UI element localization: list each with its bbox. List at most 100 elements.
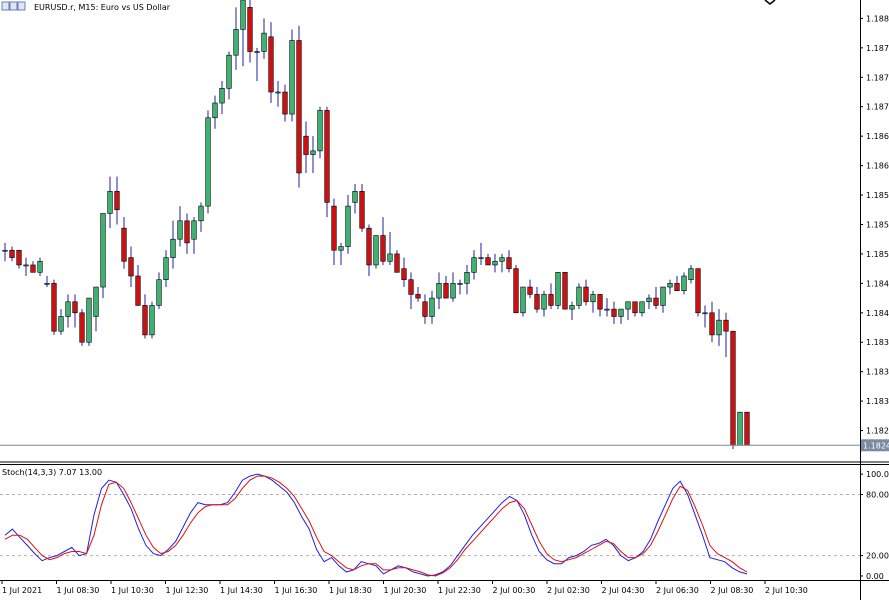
stoch-indicator-label: Stoch(14,3,3) 7.07 13.00	[2, 468, 102, 477]
candle-bull	[660, 286, 666, 306]
candle-bear	[331, 205, 337, 251]
candle-bull	[450, 283, 456, 299]
price-axis: 1.1882 1.1878 1.1874 1.1870 1.1866 1.1862 1.18…	[860, 14, 889, 436]
candle-bear	[513, 268, 519, 314]
chart-grid-icon[interactable]	[17, 1, 26, 11]
candle-bull	[240, 0, 246, 30]
candle-bull	[646, 297, 652, 303]
candle-bear	[723, 319, 729, 332]
candle-bull	[44, 283, 50, 285]
candle-bull	[555, 272, 561, 306]
time-tick-label: 2 Jul 06:30	[656, 586, 699, 595]
time-tick-label: 2 Jul 08:30	[711, 586, 754, 595]
price-tick-label: 1.1870	[866, 103, 889, 112]
candle-bear	[709, 312, 715, 336]
price-tick-label: 1.1854	[866, 220, 889, 229]
candle-bear	[744, 411, 750, 446]
candle-bull	[177, 220, 183, 240]
time-tick-label: 1 Jul 22:30	[438, 586, 481, 595]
candle-bull	[198, 205, 204, 222]
candle-bull	[667, 283, 673, 288]
candle-bull	[2, 249, 8, 252]
stoch-main-line	[4, 473, 748, 577]
candle-bear	[9, 249, 15, 258]
current-price-label: 1.1824	[863, 441, 889, 450]
candle-bull	[254, 51, 260, 53]
candle-bear	[583, 286, 589, 303]
candle-bull	[464, 272, 470, 284]
candle-bull	[58, 316, 64, 332]
candle-bear	[51, 283, 57, 332]
time-tick-label: 2 Jul 00:30	[493, 586, 536, 595]
price-tick-label: 1.1874	[866, 73, 889, 82]
price-tick-label: 1.1862	[866, 162, 889, 171]
price-tick-label: 1.1830	[866, 397, 889, 406]
chart-info-icon[interactable]	[1, 1, 10, 11]
candle-bull	[457, 283, 463, 285]
candle-bull	[429, 297, 435, 317]
candle-bull	[576, 286, 582, 306]
candle-bull	[569, 305, 575, 310]
toolbar-icons[interactable]	[1, 0, 776, 11]
candle-bull	[261, 32, 267, 52]
price-tick-label: 1.1866	[866, 132, 889, 141]
candle-bear	[142, 305, 148, 336]
candle-bear	[674, 283, 680, 292]
time-tick-label: 1 Jul 10:30	[111, 586, 154, 595]
candle-bull	[317, 110, 323, 152]
chart-close-icon[interactable]	[764, 0, 776, 5]
candle-bull	[492, 260, 498, 266]
candle-bull	[289, 40, 295, 115]
candle-bull	[86, 297, 92, 343]
candle-bear	[401, 268, 407, 280]
stoch-tick-label: 100.00	[866, 470, 889, 479]
price-tick-label: 1.1858	[866, 191, 889, 200]
candle-bear	[408, 279, 414, 295]
candle-bull	[737, 411, 743, 446]
candle-bull	[23, 264, 29, 267]
time-tick-label: 1 Jul 20:30	[384, 586, 427, 595]
candle-bear	[184, 220, 190, 244]
candle-bear	[632, 301, 638, 314]
candle-bear	[135, 275, 141, 306]
stoch-tick-label: 20.00	[866, 552, 889, 561]
candle-bear	[394, 253, 400, 273]
candle-bull	[590, 294, 596, 303]
candle-bull	[618, 308, 624, 317]
candle-bear	[16, 249, 22, 266]
candle-bear	[282, 91, 288, 115]
price-tick-label: 1.1850	[866, 250, 889, 259]
candle-bull	[212, 102, 218, 119]
candle-bear	[695, 268, 701, 314]
candle-bear	[128, 257, 134, 277]
price-tick-label: 1.1838	[866, 338, 889, 347]
candle-bull	[191, 220, 197, 240]
candle-bull	[345, 205, 351, 247]
chart-edit-icon[interactable]	[9, 1, 18, 11]
candle-bear	[30, 264, 36, 273]
candle-bull	[702, 312, 708, 315]
time-tick-label: 2 Jul 02:30	[547, 586, 590, 595]
candle-bull	[352, 191, 358, 203]
candle-bear	[121, 227, 127, 262]
candle-bear	[534, 294, 540, 310]
candle-bull	[625, 301, 631, 310]
time-tick-label: 1 Jul 18:30	[329, 586, 372, 595]
price-tick-label: 1.1878	[866, 44, 889, 53]
price-tick-label: 1.1826	[866, 427, 889, 436]
candle-bull	[604, 308, 610, 311]
candle-bull	[338, 246, 344, 251]
time-tick-label: 2 Jul 04:30	[602, 586, 645, 595]
candle-bull	[107, 191, 113, 214]
time-axis: 1 Jul 2021 1 Jul 08:30 1 Jul 10:30 1 Jul 12…	[1, 580, 808, 595]
candle-bull	[37, 260, 43, 273]
candle-bull	[478, 257, 484, 259]
candle-bear	[359, 191, 365, 229]
candle-bear	[79, 312, 85, 343]
candle-bull	[471, 257, 477, 273]
candle-bear	[597, 294, 603, 310]
price-tick-label: 1.1846	[866, 279, 889, 288]
chart-title: EURUSD.r, M15: Euro vs US Dollar	[34, 3, 171, 12]
candle-bull	[436, 283, 442, 299]
candle-bull	[100, 213, 106, 288]
